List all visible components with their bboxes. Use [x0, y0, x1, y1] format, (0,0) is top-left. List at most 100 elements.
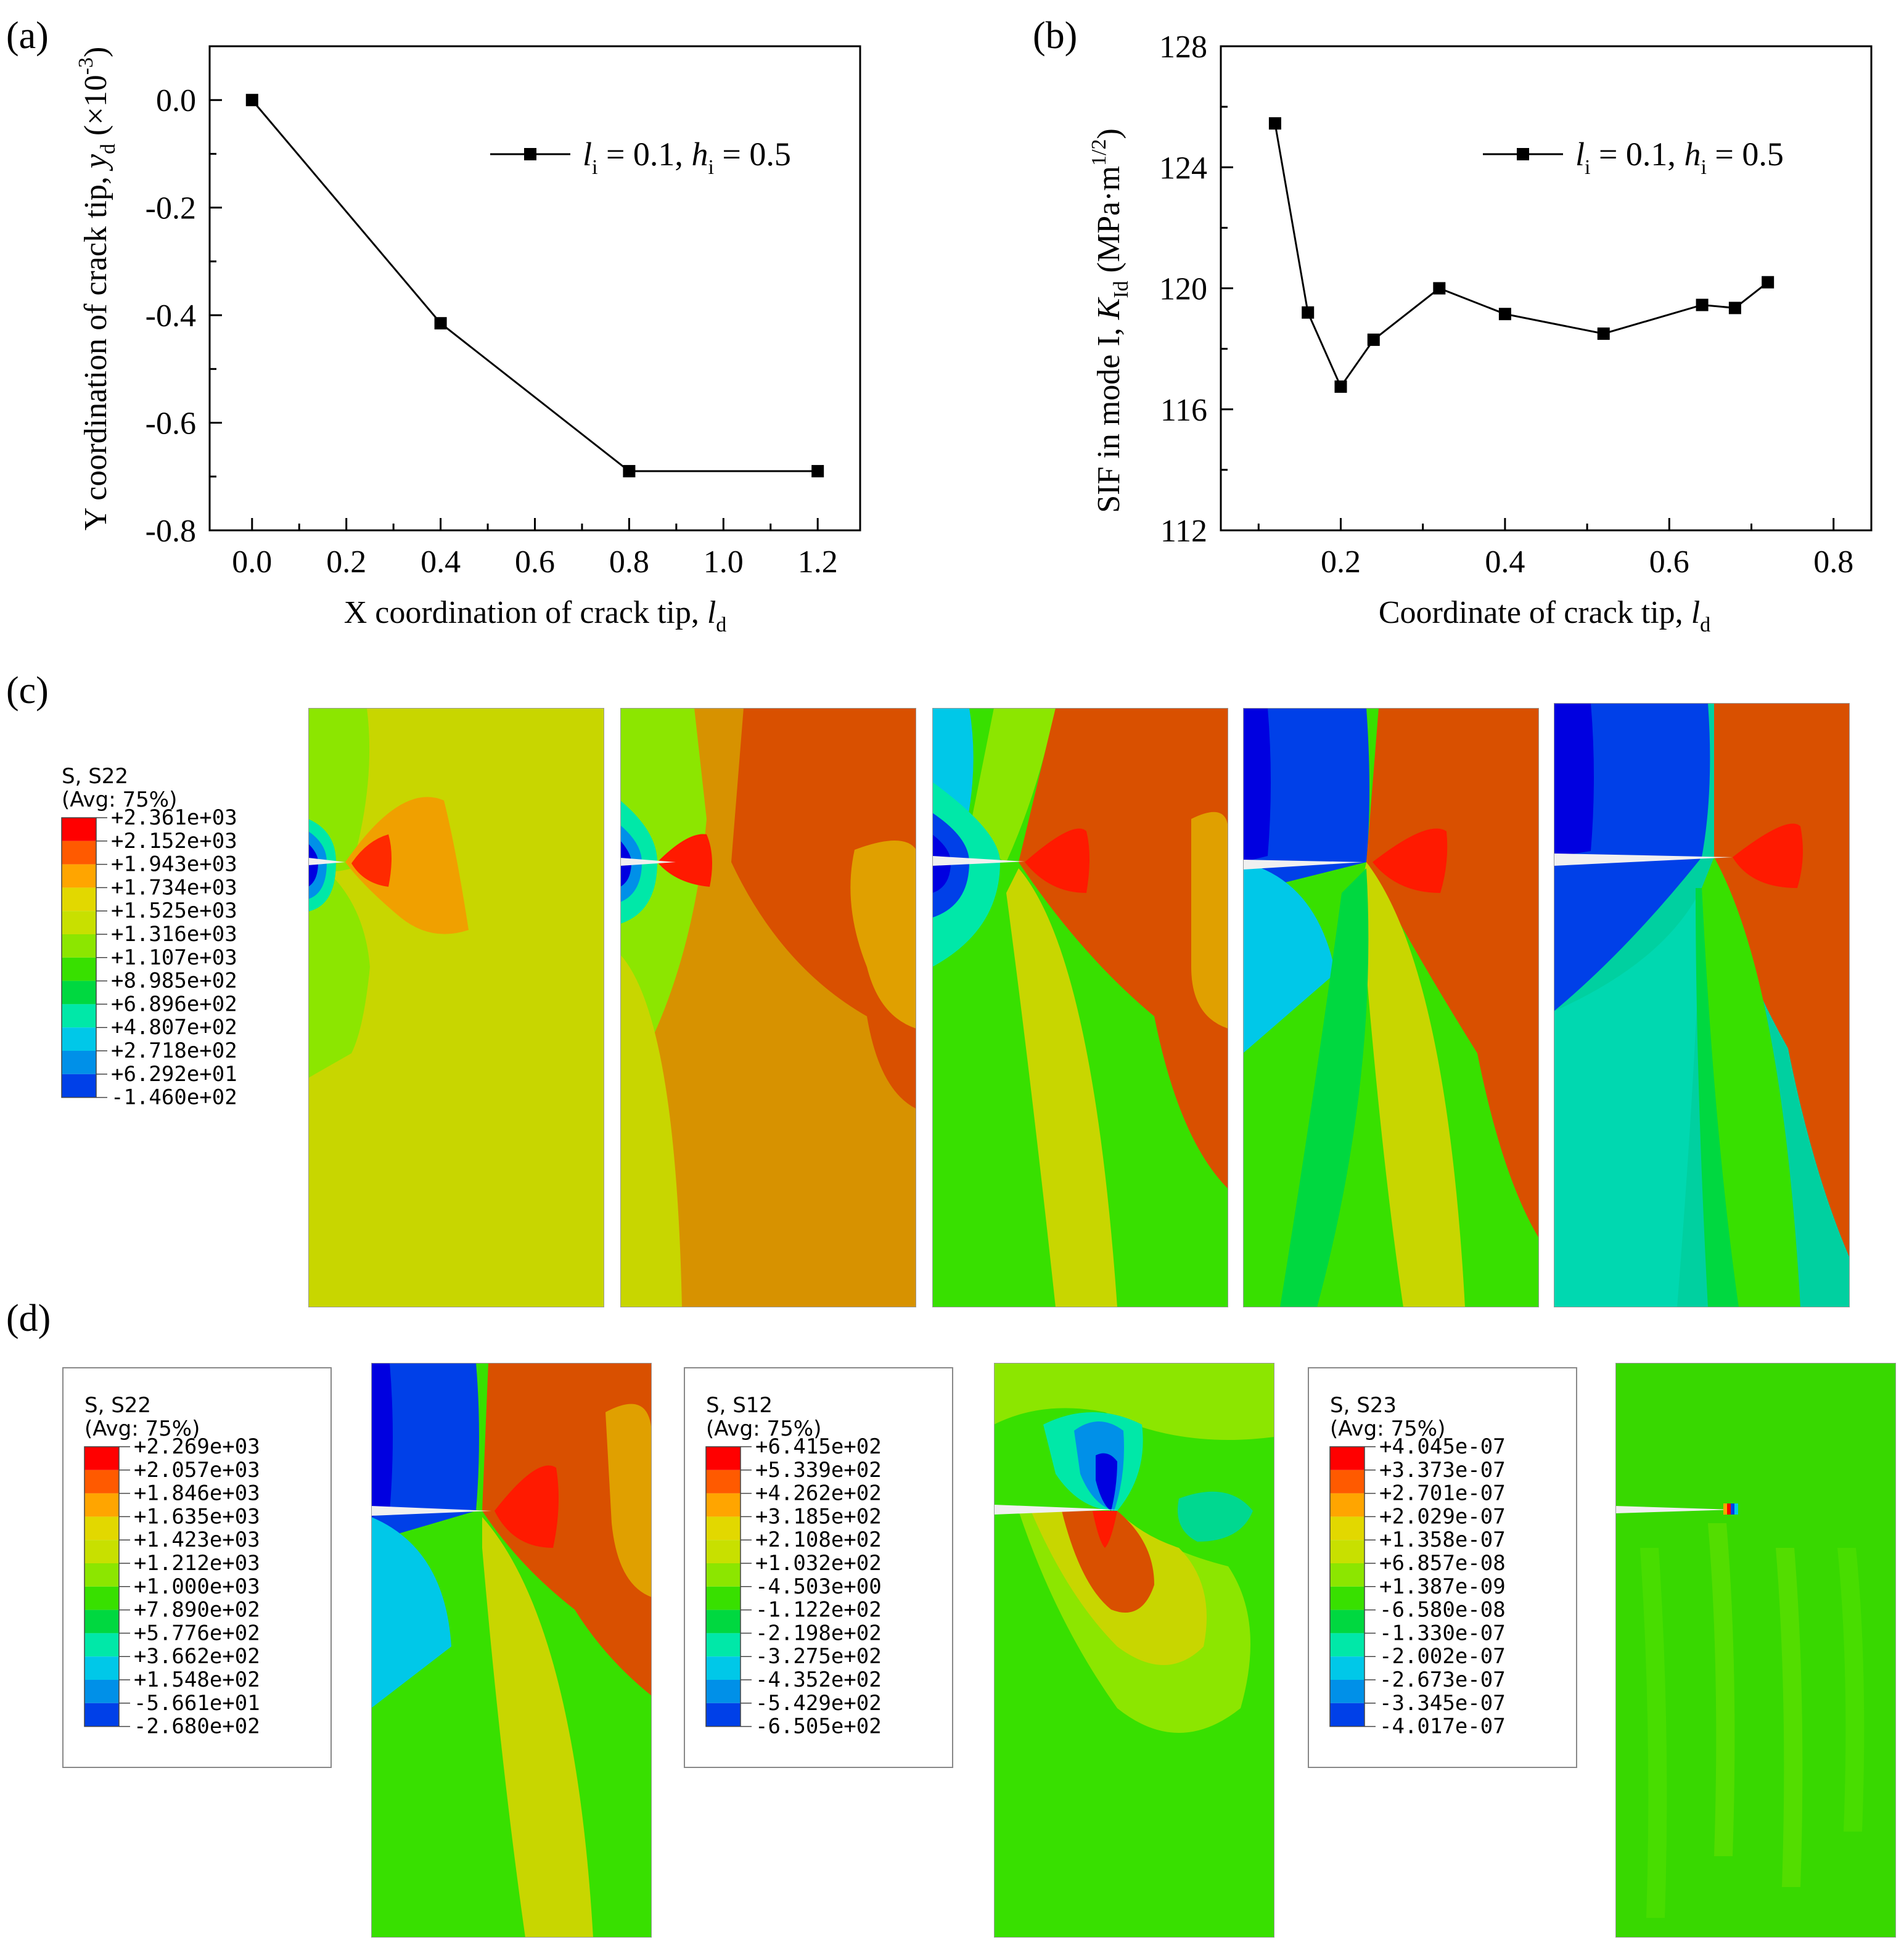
- legend-swatch: [706, 1703, 741, 1727]
- legend-swatch: [706, 1656, 741, 1680]
- legend-value: +1.107e+03: [111, 945, 237, 970]
- legend-swatch: [62, 1004, 96, 1028]
- legend-value: +6.857e-08: [1379, 1551, 1506, 1576]
- contour-legend-c-s22: S, S22(Avg: 75%)+2.361e+03+2.152e+03+1.9…: [61, 764, 237, 1110]
- legend-swatch: [1330, 1493, 1364, 1517]
- legend-swatch: [1330, 1610, 1364, 1634]
- b-xtick-label: 0.6: [1649, 545, 1689, 580]
- legend-title: S, S23: [1330, 1393, 1397, 1418]
- legend-subtitle: (Avg: 75%): [84, 1417, 200, 1441]
- contour-legend-d-s22: S, S22(Avg: 75%)+2.269e+03+2.057e+03+1.8…: [84, 1393, 260, 1739]
- legend-value: +4.262e+02: [755, 1481, 882, 1506]
- legend-swatch: [62, 957, 96, 981]
- legend-swatch: [1330, 1680, 1364, 1703]
- chart-a: 0.0 0.2 0.4 0.6 0.8 1.0 1.2 0.0 -0.2 -0.4 -0.6 -0.…: [75, 45, 861, 636]
- chart-b: 0.2 0.4 0.6 0.8 128 124 120 116 112 Coordinate …: [1088, 30, 1873, 636]
- legend-swatch: [84, 1656, 119, 1680]
- contour-legend-d-s12: S, S12(Avg: 75%)+6.415e+02+5.339e+02+4.2…: [705, 1393, 882, 1739]
- b-data-point: [1762, 276, 1775, 289]
- a-ytick-label: -0.8: [146, 514, 196, 549]
- chart-a-legend-label: li = 0.1, hi = 0.5: [583, 136, 791, 179]
- legend-swatch: [706, 1516, 741, 1540]
- panel-label-b: (b): [1033, 15, 1077, 57]
- legend-swatch: [84, 1680, 119, 1703]
- legend-value: +5.776e+02: [134, 1621, 260, 1645]
- contour-plot-c2: [620, 708, 916, 1307]
- legend-swatch: [62, 841, 96, 865]
- legend-value: +3.373e-07: [1379, 1458, 1506, 1482]
- legend-swatch: [62, 981, 96, 1005]
- legend-value: +1.358e-07: [1379, 1528, 1506, 1552]
- contour-plot-c5: [1554, 703, 1850, 1307]
- legend-value: +1.316e+03: [111, 922, 237, 947]
- b-ytick-label: 124: [1159, 150, 1207, 186]
- b-data-point: [1302, 306, 1315, 319]
- b-xtick-label: 0.2: [1321, 545, 1361, 580]
- legend-value: -1.460e+02: [111, 1085, 237, 1110]
- legend-value: +2.057e+03: [134, 1458, 260, 1482]
- legend-swatch: [706, 1470, 741, 1494]
- legend-value: -3.345e-07: [1379, 1691, 1506, 1716]
- legend-swatch: [1330, 1703, 1364, 1727]
- a-xtick-label: 0.6: [515, 545, 555, 580]
- a-data-point: [434, 317, 447, 330]
- b-ytick-label: 128: [1159, 30, 1207, 65]
- legend-swatch: [706, 1493, 741, 1517]
- legend-value: +4.807e+02: [111, 1015, 237, 1040]
- legend-swatch: [84, 1516, 119, 1540]
- legend-value: +1.548e+02: [134, 1667, 260, 1692]
- legend-swatch: [706, 1680, 741, 1703]
- legend-title: S, S22: [62, 764, 128, 789]
- b-xtick-label: 0.4: [1485, 545, 1525, 580]
- legend-value: +6.896e+02: [111, 992, 237, 1016]
- chart-b-legend: li = 0.1, hi = 0.5: [1483, 136, 1784, 179]
- legend-swatch: [1330, 1656, 1364, 1680]
- a-data-point: [245, 94, 258, 107]
- chart-a-x-axis-label: X coordination of crack tip, ld: [344, 595, 727, 636]
- legend-value: +2.718e+02: [111, 1038, 237, 1063]
- legend-value: -6.580e-08: [1379, 1598, 1506, 1622]
- legend-swatch: [706, 1610, 741, 1634]
- a-ytick-label: 0.0: [156, 83, 196, 118]
- legend-swatch: [62, 864, 96, 888]
- legend-value: -2.002e-07: [1379, 1644, 1506, 1669]
- legend-value: +1.734e+03: [111, 875, 237, 900]
- legend-value: +3.662e+02: [134, 1644, 260, 1669]
- b-series-line: [1274, 123, 1769, 389]
- legend-value: +1.000e+03: [134, 1574, 260, 1599]
- legend-swatch: [706, 1633, 741, 1657]
- legend-value: -1.330e-07: [1379, 1621, 1506, 1645]
- legend-value: -5.429e+02: [755, 1691, 882, 1716]
- a-ytick-label: -0.6: [146, 406, 196, 442]
- legend-swatch: [84, 1563, 119, 1587]
- chart-a-y-axis-label: Y coordination of crack tip, yd (×10-3): [75, 47, 120, 531]
- contour-plot-c1: [308, 708, 604, 1307]
- legend-value: +6.415e+02: [755, 1434, 882, 1459]
- legend-value: +4.045e-07: [1379, 1434, 1506, 1459]
- contour-plot-c3: [932, 708, 1228, 1307]
- b-data-point: [1367, 333, 1380, 346]
- legend-swatch: [62, 934, 96, 958]
- chart-b-legend-label: li = 0.1, hi = 0.5: [1575, 136, 1784, 179]
- legend-value: +8.985e+02: [111, 969, 237, 993]
- legend-value: +1.525e+03: [111, 898, 237, 923]
- legend-subtitle: (Avg: 75%): [706, 1417, 821, 1441]
- chart-b-series: [1268, 117, 1775, 393]
- legend-value: +2.701e-07: [1379, 1481, 1506, 1506]
- chart-b-x-ticks: 0.2 0.4 0.6 0.8: [1257, 518, 1853, 580]
- legend-swatch: [1330, 1470, 1364, 1494]
- legend-value: +2.152e+03: [111, 829, 237, 853]
- legend-swatch: [1330, 1563, 1364, 1587]
- legend-value: -3.275e+02: [755, 1644, 882, 1669]
- legend-value: +1.212e+03: [134, 1551, 260, 1576]
- a-ytick-label: -0.4: [146, 298, 196, 334]
- chart-a-x-ticks: 0.0 0.2 0.4 0.6 0.8 1.0 1.2: [232, 518, 838, 580]
- legend-value: -2.198e+02: [755, 1621, 882, 1645]
- a-data-point: [623, 465, 636, 478]
- b-data-point: [1433, 282, 1446, 295]
- legend-value: -2.673e-07: [1379, 1667, 1506, 1692]
- a-ytick-label: -0.2: [146, 191, 196, 226]
- contour-plot-d-s12: [994, 1363, 1274, 1938]
- panel-label-c: (c): [6, 670, 49, 712]
- b-xtick-label: 0.8: [1813, 545, 1853, 580]
